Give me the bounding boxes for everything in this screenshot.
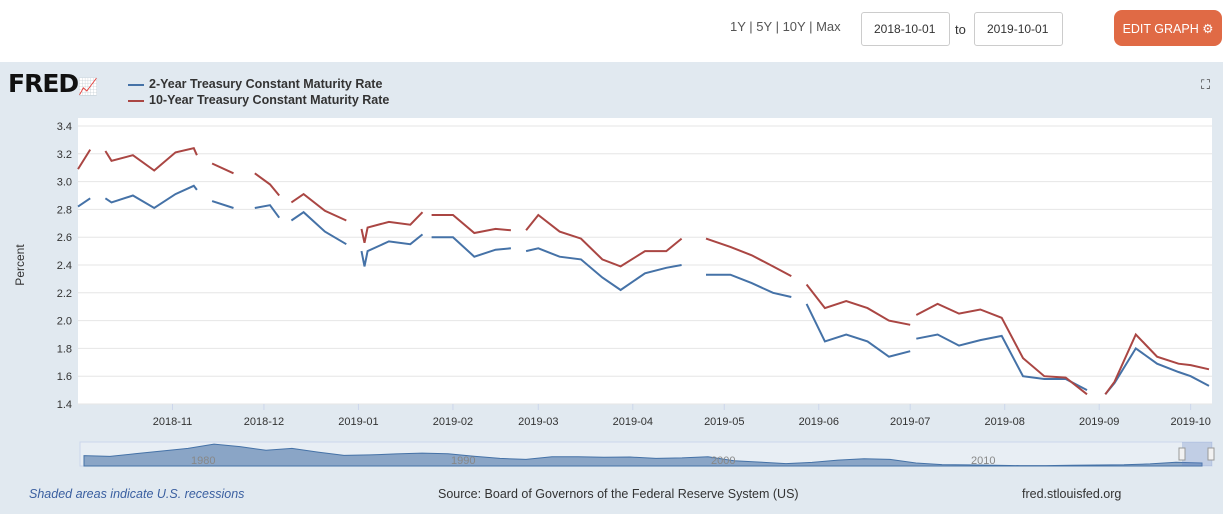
y-tick-label: 2.2 bbox=[57, 288, 72, 300]
recession-note[interactable]: Shaded areas indicate U.S. recessions bbox=[29, 487, 245, 501]
navigator-handle[interactable] bbox=[1207, 447, 1215, 461]
x-tick-label: 2019-05 bbox=[704, 416, 744, 428]
source-note: Source: Board of Governors of the Federa… bbox=[438, 487, 799, 501]
plot-area bbox=[78, 118, 1212, 404]
x-tick-label: 2019-06 bbox=[799, 416, 839, 428]
end-date-input[interactable] bbox=[974, 12, 1063, 46]
x-tick-label: 2019-03 bbox=[518, 416, 558, 428]
y-tick-label: 1.4 bbox=[57, 399, 72, 411]
range-10y[interactable]: 10Y bbox=[782, 19, 806, 34]
series-line-2y bbox=[77, 184, 1210, 395]
x-tick-label: 2019-10 bbox=[1170, 416, 1210, 428]
edit-graph-label: EDIT GRAPH bbox=[1122, 21, 1199, 36]
to-label: to bbox=[955, 22, 966, 37]
y-tick-label: 1.8 bbox=[57, 343, 72, 355]
start-date-input[interactable] bbox=[861, 12, 950, 46]
legend: 2-Year Treasury Constant Maturity Rate 1… bbox=[128, 76, 389, 108]
expand-icon[interactable]: ⛶ bbox=[1201, 77, 1211, 92]
range-max[interactable]: Max bbox=[816, 19, 841, 34]
x-tick-label: 2018-12 bbox=[244, 416, 284, 428]
x-tick-label: 2019-02 bbox=[433, 416, 473, 428]
x-tick-label: 2019-04 bbox=[613, 416, 653, 428]
y-axis-label: Percent bbox=[13, 244, 27, 286]
legend-item-10y: 10-Year Treasury Constant Maturity Rate bbox=[128, 92, 389, 108]
y-tick-label: 3.2 bbox=[57, 149, 72, 161]
y-tick-label: 1.6 bbox=[57, 371, 72, 383]
y-tick-label: 2.4 bbox=[57, 260, 72, 272]
edit-graph-button[interactable]: EDIT GRAPH ⚙ bbox=[1114, 10, 1222, 46]
chart-logo-icon: 📈 bbox=[78, 77, 98, 96]
legend-item-2y: 2-Year Treasury Constant Maturity Rate bbox=[128, 76, 389, 92]
toolbar: 1Y | 5Y | 10Y | Max to EDIT GRAPH ⚙ bbox=[0, 0, 1223, 62]
navigator-tick-label: 1980 bbox=[191, 455, 215, 467]
range-1y[interactable]: 1Y bbox=[730, 19, 746, 34]
x-tick-label: 2019-08 bbox=[985, 416, 1025, 428]
navigator-window bbox=[1182, 442, 1212, 466]
x-tick-label: 2019-01 bbox=[338, 416, 378, 428]
x-tick-label: 2019-09 bbox=[1079, 416, 1119, 428]
range-selector: 1Y | 5Y | 10Y | Max bbox=[730, 19, 841, 34]
navigator-series bbox=[83, 443, 1203, 467]
y-tick-label: 2.0 bbox=[57, 316, 72, 328]
gear-icon: ⚙ bbox=[1202, 21, 1214, 36]
navigator-tick-label: 2010 bbox=[971, 455, 995, 467]
y-tick-label: 3.4 bbox=[57, 121, 72, 133]
y-tick-label: 3.0 bbox=[57, 177, 72, 189]
y-tick-label: 2.8 bbox=[57, 204, 72, 216]
range-5y[interactable]: 5Y bbox=[756, 19, 772, 34]
y-tick-label: 2.6 bbox=[57, 232, 72, 244]
x-tick-label: 2018-11 bbox=[153, 416, 193, 428]
navigator-tick-label: 1990 bbox=[451, 455, 475, 467]
site-link[interactable]: fred.stlouisfed.org bbox=[1022, 487, 1122, 501]
fred-logo: FRED📈 bbox=[8, 69, 98, 98]
navigator-handle[interactable] bbox=[1178, 447, 1186, 461]
x-tick-label: 2019-07 bbox=[890, 416, 930, 428]
series-line-10y bbox=[77, 147, 1210, 396]
navigator-tick-label: 2000 bbox=[711, 455, 735, 467]
